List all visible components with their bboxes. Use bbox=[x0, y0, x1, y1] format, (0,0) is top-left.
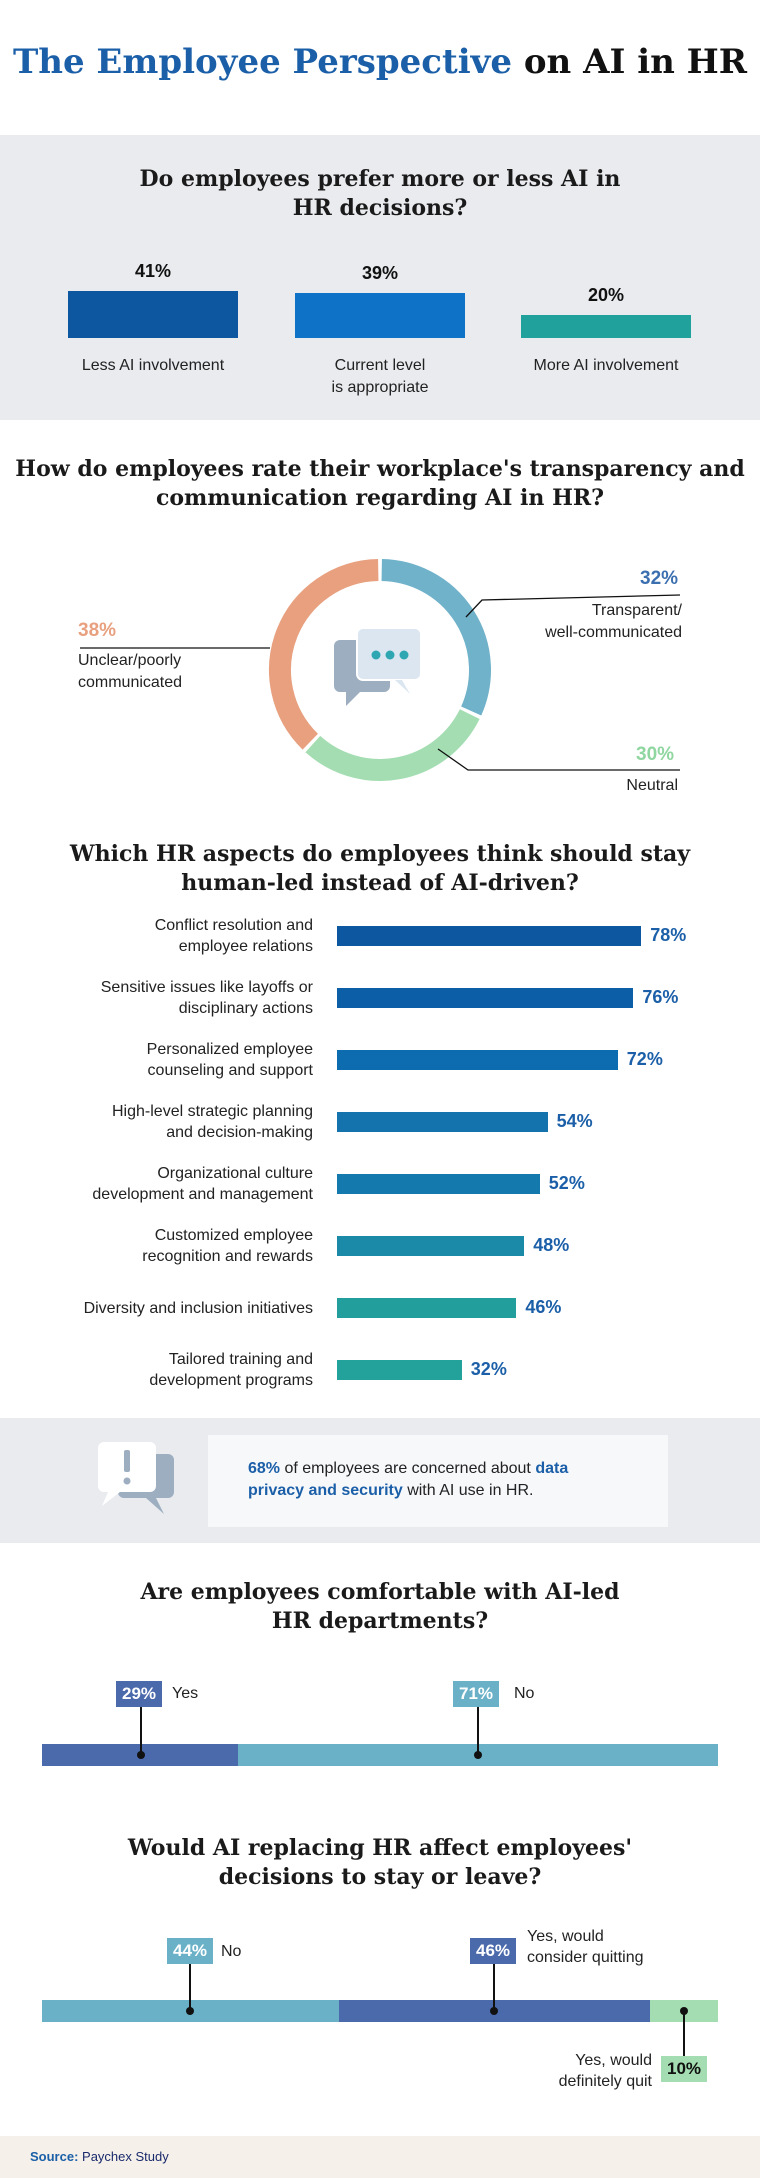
s1-bar-2 bbox=[521, 315, 691, 338]
callout-box bbox=[208, 1435, 668, 1527]
donut-slice-2 bbox=[269, 559, 379, 750]
donut-pct-transparent: 32% bbox=[640, 568, 679, 589]
s1-bar-1 bbox=[295, 293, 465, 338]
s1-category-0: Less AI involvement bbox=[53, 355, 253, 377]
donut-slice-0 bbox=[381, 559, 491, 716]
s5-dot-1 bbox=[474, 1751, 482, 1759]
s5-label-no: No bbox=[514, 1685, 535, 1702]
donut-pct-unclear: 38% bbox=[78, 620, 117, 641]
hbar-category-1: Sensitive issues like layoffs or discipli… bbox=[63, 977, 313, 1019]
hbar-category-line: recognition and rewards bbox=[142, 1248, 313, 1265]
s1-value-1: 39% bbox=[361, 263, 399, 284]
hbar-3 bbox=[337, 1112, 548, 1132]
donut-pct-neutral: 30% bbox=[636, 744, 675, 765]
s1-value-0: 41% bbox=[134, 260, 172, 281]
hbar-category-5: Customized employee recognition and rewar… bbox=[63, 1225, 313, 1267]
hbar-4 bbox=[337, 1174, 540, 1194]
s6-pin-0 bbox=[189, 1964, 191, 2011]
s1-category-1: Current level is appropriate bbox=[280, 355, 480, 399]
s1-category-2: More AI involvement bbox=[506, 355, 706, 377]
hbar-category-line: Tailored training and bbox=[168, 1351, 313, 1368]
section5-question: Are employees comfortable with AI-led HR… bbox=[140, 1579, 620, 1634]
leader-neutral bbox=[437, 748, 680, 771]
section3-question: Which HR aspects do employees think shou… bbox=[69, 841, 691, 896]
s5-dot-0 bbox=[137, 1751, 145, 1759]
hbar-value-1: 76% bbox=[642, 987, 679, 1007]
s6-pin-1 bbox=[493, 1964, 495, 2011]
hbar-category-3: High-level strategic planning and decisio… bbox=[63, 1101, 313, 1143]
section6-question: Would AI replacing HR affect employees' … bbox=[127, 1835, 633, 1890]
section1-band bbox=[0, 135, 760, 420]
s5-badge-0: 29% bbox=[116, 1681, 163, 1707]
s1-category-line: Less AI involvement bbox=[81, 357, 225, 374]
s6-badge-2: 10% bbox=[661, 2056, 708, 2082]
section2-question: How do employees rate their workplace's … bbox=[15, 456, 745, 511]
donut-label-neutral: Neutral bbox=[626, 777, 678, 794]
leader-transparent bbox=[465, 594, 681, 618]
page-title: The Employee Perspective on AI in HR bbox=[12, 42, 748, 82]
s6-dot-1 bbox=[490, 2007, 498, 2015]
hbar-category-line: development and management bbox=[92, 1186, 313, 1203]
hbar-category-line: High-level strategic planning bbox=[112, 1103, 313, 1120]
hbar-category-line: counseling and support bbox=[147, 1062, 313, 1079]
hbar-value-4: 52% bbox=[548, 1173, 585, 1193]
donut-chart bbox=[80, 559, 681, 781]
hbar-value-5: 48% bbox=[533, 1235, 570, 1255]
hbar-category-line: Customized employee bbox=[154, 1227, 313, 1244]
hbar-category-7: Tailored training and development program… bbox=[63, 1349, 313, 1391]
s6-label-definitely: Yes, would definitely quit bbox=[558, 2052, 652, 2090]
s1-category-line: More AI involvement bbox=[533, 357, 679, 374]
source-band bbox=[0, 2136, 760, 2178]
hbar-6 bbox=[337, 1298, 517, 1318]
hbar-category-line: Conflict resolution and bbox=[154, 917, 313, 934]
s6-dot-2 bbox=[680, 2007, 688, 2015]
hbar-1 bbox=[337, 988, 634, 1008]
alert-speech-bubble-icon bbox=[98, 1442, 174, 1514]
s5-pin-1 bbox=[477, 1707, 479, 1755]
source-note: Source: Paychex Study bbox=[30, 2149, 169, 2164]
hbar-category-0: Conflict resolution and employee relation… bbox=[63, 915, 313, 957]
s1-value-2: 20% bbox=[587, 285, 625, 305]
callout-text: 68% of employees are concerned about dat… bbox=[248, 1460, 569, 1499]
s5-label-yes: Yes bbox=[172, 1685, 199, 1702]
s5-badge-1: 71% bbox=[453, 1681, 500, 1707]
hbar-value-7: 32% bbox=[470, 1359, 507, 1379]
hbar-category-line: Organizational culture bbox=[157, 1165, 313, 1182]
hbar-value-2: 72% bbox=[626, 1049, 663, 1069]
hbar-category-6: Diversity and inclusion initiatives bbox=[63, 1298, 313, 1319]
hbar-category-line: Sensitive issues like layoffs or bbox=[100, 979, 313, 996]
donut-label-transparent: Transparent/ well-communicated bbox=[545, 602, 682, 641]
donut-label-unclear: Unclear/poorly communicated bbox=[78, 652, 183, 691]
hbar-category-line: employee relations bbox=[178, 938, 313, 955]
hbar-category-4: Organizational culture development and ma… bbox=[63, 1163, 313, 1205]
s6-pin-2 bbox=[683, 2011, 685, 2056]
hbar-value-6: 46% bbox=[525, 1297, 562, 1317]
s6-dot-0 bbox=[186, 2007, 194, 2015]
s1-category-line: is appropriate bbox=[331, 379, 429, 396]
hbar-category-line: Diversity and inclusion initiatives bbox=[83, 1299, 313, 1317]
s1-category-line: Current level bbox=[334, 357, 426, 374]
section1-question: Do employees prefer more or less AI in H… bbox=[139, 166, 621, 221]
donut-slice-1 bbox=[305, 709, 480, 781]
hbar-2 bbox=[337, 1050, 618, 1070]
s6-label-consider: Yes, would consider quitting bbox=[527, 1928, 644, 1966]
hbar-value-3: 54% bbox=[556, 1111, 593, 1131]
hbar-category-2: Personalized employee counseling and supp… bbox=[63, 1039, 313, 1081]
s6-badge-1: 46% bbox=[470, 1938, 517, 1964]
hbar-value-0: 78% bbox=[650, 925, 687, 945]
hbar-category-line: Personalized employee bbox=[146, 1041, 313, 1058]
hbar-5 bbox=[337, 1236, 525, 1256]
chat-bubbles-icon bbox=[334, 627, 422, 706]
s1-bar-0 bbox=[68, 290, 238, 338]
hbar-category-line: and decision-making bbox=[166, 1124, 313, 1141]
hbar-category-line: disciplinary actions bbox=[178, 1000, 313, 1017]
hbar-category-line: development programs bbox=[149, 1372, 313, 1389]
hbar-0 bbox=[337, 926, 642, 946]
s6-label-no: No bbox=[221, 1943, 242, 1960]
s5-pin-0 bbox=[140, 1707, 142, 1755]
hbar-7 bbox=[337, 1360, 462, 1380]
s6-badge-0: 44% bbox=[167, 1938, 214, 1964]
